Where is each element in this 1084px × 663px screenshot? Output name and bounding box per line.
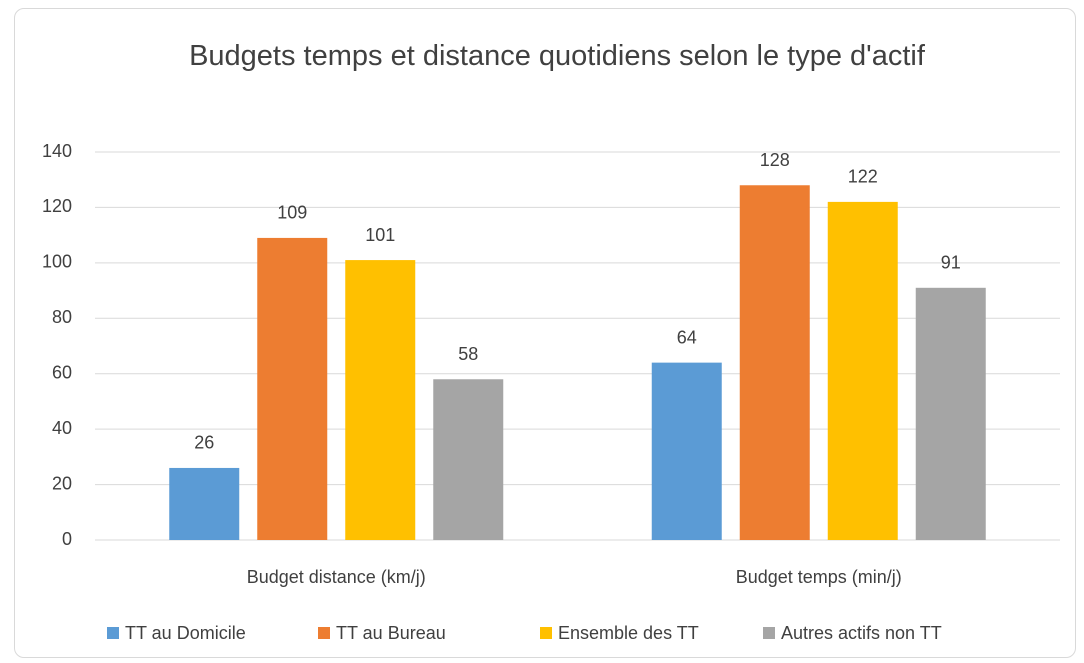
y-tick-label: 100 [42, 252, 72, 272]
legend-swatch [318, 627, 330, 639]
bar [739, 185, 810, 540]
legend-swatch [107, 627, 119, 639]
y-tick-label: 0 [62, 529, 72, 549]
bar [915, 287, 986, 540]
legend-swatch [763, 627, 775, 639]
data-label: 128 [760, 150, 790, 170]
y-tick-label: 40 [52, 418, 72, 438]
x-tick-label: Budget distance (km/j) [247, 567, 426, 587]
y-tick-label: 80 [52, 307, 72, 327]
bar [169, 467, 240, 540]
legend-label: Autres actifs non TT [781, 623, 942, 643]
data-label: 101 [365, 225, 395, 245]
y-tick-label: 20 [52, 473, 72, 493]
legend-label: TT au Domicile [125, 623, 246, 643]
legend-label: Ensemble des TT [558, 623, 699, 643]
legend-swatch [540, 627, 552, 639]
y-tick-label: 120 [42, 196, 72, 216]
legend-label: TT au Bureau [336, 623, 446, 643]
data-label: 26 [194, 433, 214, 453]
data-label: 122 [848, 167, 878, 187]
bar [433, 379, 504, 540]
data-label: 109 [277, 203, 307, 223]
data-label: 91 [941, 253, 961, 273]
data-label: 64 [677, 327, 697, 347]
bar [651, 362, 722, 540]
bar [827, 201, 898, 540]
data-label: 58 [458, 344, 478, 364]
chart-frame [14, 8, 1076, 658]
bar [257, 237, 328, 540]
y-tick-label: 60 [52, 362, 72, 382]
chart-title: Budgets temps et distance quotidiens sel… [189, 40, 925, 72]
x-tick-label: Budget temps (min/j) [736, 567, 902, 587]
y-tick-label: 140 [42, 141, 72, 161]
bar [345, 260, 416, 540]
